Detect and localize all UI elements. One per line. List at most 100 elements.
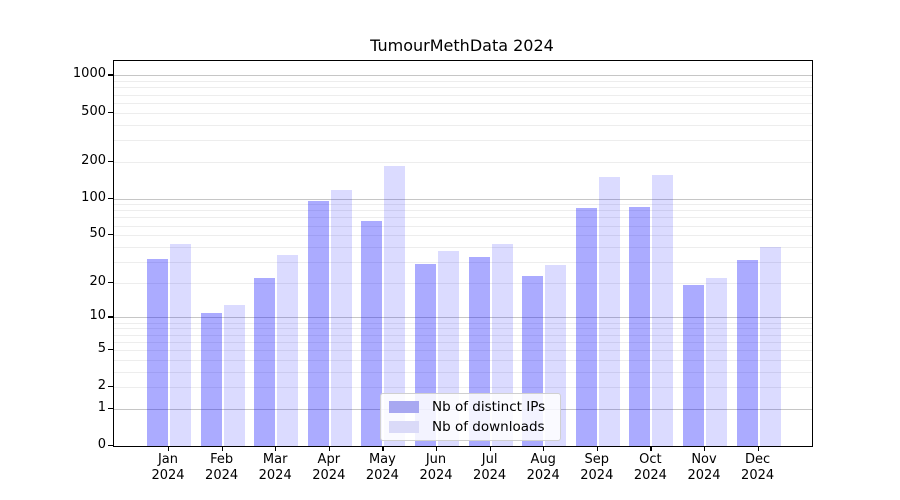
y-tick-label-20: 20	[89, 273, 106, 289]
y-tick	[108, 348, 113, 351]
minor-gridline	[114, 282, 812, 284]
y-tick	[108, 407, 113, 410]
x-tick	[436, 446, 438, 451]
x-tick	[596, 446, 599, 451]
x-tick-label-nov: Nov 2024	[687, 452, 721, 483]
bar-distinct-ips-jan	[147, 258, 168, 446]
x-tick	[704, 446, 706, 451]
y-tick	[108, 234, 113, 236]
x-tick-label-dec: Dec 2024	[741, 452, 775, 483]
y-tick-label-0: 0	[97, 437, 106, 452]
bar-distinct-ips-apr	[307, 201, 329, 446]
legend-label-downloads: Nb of downloads	[432, 419, 545, 435]
y-tick	[108, 74, 113, 76]
y-tick	[108, 197, 113, 199]
y-tick-label-2: 2	[97, 378, 106, 394]
minor-gridline	[114, 102, 812, 104]
legend-item-downloads: Nb of downloads	[389, 417, 552, 437]
x-tick	[328, 446, 331, 451]
y-tick	[108, 386, 113, 388]
y-tick	[108, 160, 113, 162]
y-tick	[108, 281, 113, 283]
minor-gridline	[114, 210, 812, 212]
bar-downloads-oct	[652, 174, 674, 446]
legend: Nb of distinct IPs Nb of downloads	[380, 393, 561, 441]
bar-downloads-sep	[598, 176, 620, 446]
bar-downloads-may	[384, 166, 406, 446]
y-tick-label-1: 1	[97, 399, 106, 415]
legend-swatch-downloads	[389, 421, 419, 433]
minor-gridline	[114, 94, 812, 96]
minor-gridline	[114, 112, 812, 114]
x-tick-label-jun: Jun 2024	[419, 452, 453, 483]
major-gridline	[114, 75, 812, 77]
x-tick-label-sep: Sep 2024	[580, 452, 614, 483]
minor-gridline	[114, 217, 812, 219]
x-tick	[275, 446, 277, 451]
minor-gridline	[114, 81, 812, 83]
minor-gridline	[114, 341, 812, 343]
x-tick-label-apr: Apr 2024	[312, 452, 346, 483]
y-tick	[108, 316, 113, 318]
bar-downloads-jan	[170, 244, 191, 446]
minor-gridline	[114, 371, 812, 373]
x-tick	[168, 446, 170, 451]
x-tick-label-feb: Feb 2024	[205, 452, 239, 483]
minor-gridline	[114, 359, 812, 361]
x-tick	[650, 446, 652, 451]
x-tick-label-may: May 2024	[365, 452, 399, 483]
bar-downloads-mar	[277, 255, 299, 446]
bar-distinct-ips-sep	[575, 207, 597, 446]
bar-distinct-ips-oct	[629, 206, 651, 446]
minor-gridline	[114, 139, 812, 141]
x-tick	[757, 446, 759, 451]
x-tick-label-mar: Mar 2024	[258, 452, 292, 483]
minor-gridline	[114, 261, 812, 263]
legend-swatch-distinct-ips	[389, 401, 419, 413]
y-tick-label-200: 200	[81, 152, 106, 168]
bar-distinct-ips-nov	[683, 285, 704, 446]
minor-gridline	[114, 124, 812, 126]
bar-downloads-feb	[223, 304, 245, 446]
y-tick-label-100: 100	[81, 189, 106, 205]
y-tick	[108, 445, 113, 447]
minor-gridline	[114, 225, 812, 227]
legend-label-distinct-ips: Nb of distinct IPs	[432, 399, 546, 415]
major-gridline	[114, 198, 812, 200]
chart-title: TumourMethData 2024	[370, 36, 554, 55]
bar-distinct-ips-may	[361, 221, 383, 446]
minor-gridline	[114, 87, 812, 89]
minor-gridline	[114, 246, 812, 248]
bar-distinct-ips-feb	[200, 312, 222, 446]
minor-gridline	[114, 204, 812, 206]
minor-gridline	[114, 387, 812, 389]
major-gridline	[114, 317, 812, 319]
minor-gridline	[114, 334, 812, 336]
bar-downloads-dec	[759, 246, 781, 446]
minor-gridline	[114, 235, 812, 237]
plot-area: Nb of distinct IPs Nb of downloads	[113, 60, 813, 447]
minor-gridline	[114, 161, 812, 163]
x-tick-label-aug: Aug 2024	[526, 452, 560, 483]
y-tick-label-500: 500	[81, 103, 106, 119]
bar-distinct-ips-mar	[254, 277, 276, 446]
x-tick	[382, 446, 384, 451]
bar-distinct-ips-dec	[736, 260, 758, 446]
y-tick-label-50: 50	[89, 226, 106, 242]
y-tick-label-10: 10	[89, 308, 106, 324]
x-tick-label-oct: Oct 2024	[633, 452, 667, 483]
y-tick-label-1000: 1000	[72, 66, 106, 82]
x-tick	[489, 446, 491, 451]
y-tick-label-5: 5	[97, 340, 106, 356]
x-tick	[221, 446, 223, 451]
bar-downloads-nov	[706, 277, 727, 446]
x-tick	[543, 446, 545, 451]
y-tick	[108, 111, 113, 113]
legend-item-distinct-ips: Nb of distinct IPs	[389, 397, 552, 417]
bar-downloads-apr	[330, 190, 352, 446]
minor-gridline	[114, 322, 812, 324]
minor-gridline	[114, 349, 812, 351]
x-tick-label-jan: Jan 2024	[151, 452, 185, 483]
minor-gridline	[114, 328, 812, 330]
